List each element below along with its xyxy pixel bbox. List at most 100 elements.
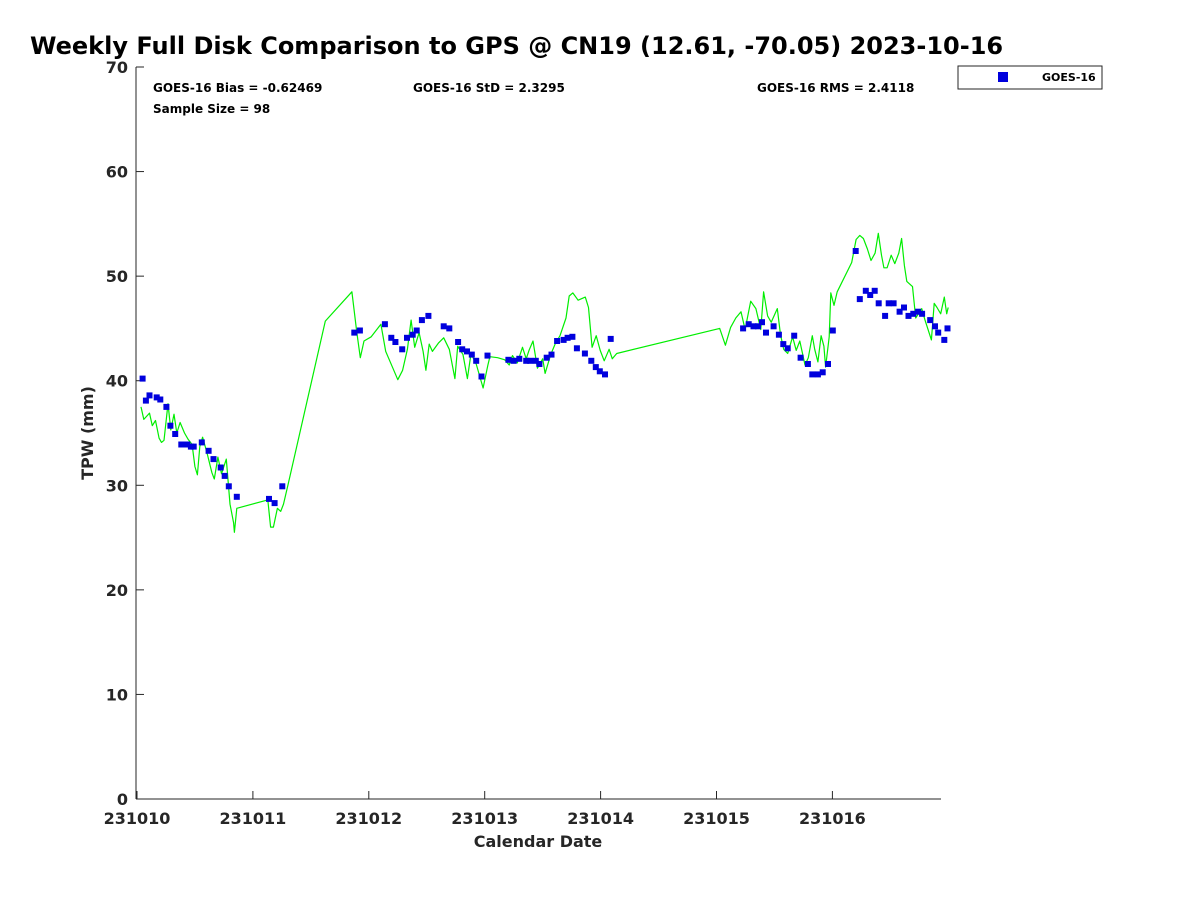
x-tick-label: 231011 xyxy=(220,809,287,828)
y-tick-label: 60 xyxy=(106,163,128,182)
x-axis-label: Calendar Date xyxy=(474,832,603,851)
goes-data-point xyxy=(516,355,523,362)
goes-data-point xyxy=(919,310,926,317)
goes-data-point xyxy=(440,323,447,330)
y-tick-label: 40 xyxy=(106,372,128,391)
goes-data-point xyxy=(770,323,777,330)
goes-data-point xyxy=(163,403,170,410)
x-axis-ticks: 231010 231011 231012 231013 231014 231015 2310… xyxy=(104,791,866,828)
y-axis-label: TPW (mm) xyxy=(78,386,97,480)
goes-data-point xyxy=(381,321,388,328)
y-tick-label: 50 xyxy=(106,267,128,286)
goes-data-point xyxy=(468,351,475,358)
goes-data-point xyxy=(932,323,938,330)
goes-marker-layer xyxy=(139,248,951,507)
goes-data-point xyxy=(596,368,603,375)
goes-data-point xyxy=(867,292,874,298)
goes-data-point xyxy=(915,308,922,315)
y-tick-label: 30 xyxy=(106,476,128,495)
y-tick-label: 20 xyxy=(106,581,128,600)
goes-data-point xyxy=(825,361,831,367)
goes-data-point xyxy=(896,308,903,315)
goes-data-point xyxy=(523,357,530,364)
goes-data-point xyxy=(780,341,787,348)
legend: GOES-16 xyxy=(957,65,1103,90)
goes-data-point xyxy=(221,472,228,479)
x-tick-label: 231013 xyxy=(451,809,518,828)
goes-data-point xyxy=(745,321,752,328)
legend-label: GOES-16 xyxy=(1042,71,1096,84)
plot-frame xyxy=(135,67,941,800)
goes-data-point xyxy=(750,323,757,330)
goes-data-point xyxy=(409,331,416,338)
x-tick-label: 231015 xyxy=(683,809,750,828)
goes-data-point xyxy=(190,443,197,450)
goes-data-point xyxy=(856,296,863,303)
goes-data-point xyxy=(356,327,363,334)
x-tick-label: 231016 xyxy=(799,809,866,828)
goes-data-point xyxy=(797,354,804,361)
goes-data-point xyxy=(763,329,769,336)
chart-title: Weekly Full Disk Comparison to GPS @ CN1… xyxy=(30,32,1003,60)
goes-data-point xyxy=(271,500,278,507)
goes-data-point xyxy=(890,300,897,307)
goes-data-point xyxy=(548,351,555,358)
goes-data-point xyxy=(588,357,595,364)
goes-data-point xyxy=(217,464,224,471)
goes-data-point xyxy=(392,339,399,345)
goes-data-point xyxy=(791,332,798,339)
y-tick-label: 0 xyxy=(117,790,128,809)
x-tick-label: 231012 xyxy=(335,809,402,828)
goes-data-point xyxy=(446,325,453,332)
rms-stat: GOES-16 RMS = 2.4118 xyxy=(757,81,914,95)
goes-data-point xyxy=(607,335,614,342)
goes-data-point xyxy=(198,439,205,446)
goes-data-point xyxy=(404,334,410,341)
sample-size-stat: Sample Size = 98 xyxy=(153,102,270,116)
std-stat: GOES-16 StD = 2.3295 xyxy=(413,81,565,95)
goes-data-point xyxy=(885,300,892,307)
gps-tpw-line xyxy=(140,232,949,533)
goes-data-point xyxy=(901,304,907,311)
goes-data-point xyxy=(564,334,571,341)
goes-data-point xyxy=(829,327,836,334)
goes-data-point xyxy=(862,287,869,294)
goes-data-point xyxy=(592,364,599,371)
goes-data-point xyxy=(351,329,358,336)
bias-stat: GOES-16 Bias = -0.62469 xyxy=(153,81,322,95)
goes-data-point xyxy=(882,312,889,319)
goes-data-point xyxy=(554,338,561,344)
goes-data-point xyxy=(581,350,588,357)
goes-data-point xyxy=(819,369,826,376)
goes-data-point xyxy=(905,312,912,319)
goes-data-point xyxy=(399,346,406,353)
goes-data-point xyxy=(473,357,480,364)
goes-data-point xyxy=(478,373,485,380)
goes-data-point xyxy=(413,327,420,334)
goes-data-point xyxy=(755,323,761,330)
goes-data-point xyxy=(225,483,232,490)
goes-data-point xyxy=(740,325,747,332)
goes-data-point xyxy=(459,346,466,353)
goes-data-point xyxy=(941,336,948,343)
y-axis-ticks: 0 10 20 30 40 50 60 70 xyxy=(106,58,144,809)
x-tick-label: 231014 xyxy=(567,809,634,828)
goes-data-point xyxy=(543,354,550,361)
goes-data-point xyxy=(505,356,512,363)
x-tick-label: 231010 xyxy=(104,809,171,828)
goes-data-point xyxy=(172,431,179,437)
goes-data-point xyxy=(167,422,174,429)
gps-line-layer xyxy=(140,232,949,533)
goes-data-point xyxy=(484,352,491,359)
goes-data-point xyxy=(875,300,882,307)
goes-data-point xyxy=(532,357,539,364)
goes-data-point xyxy=(804,361,811,367)
goes-data-point xyxy=(573,345,580,352)
goes-data-point xyxy=(455,339,462,345)
goes-data-point xyxy=(910,310,917,317)
y-tick-label: 10 xyxy=(106,685,128,704)
goes-data-point xyxy=(852,248,859,254)
goes-data-point xyxy=(233,493,240,500)
goes-data-point xyxy=(464,348,470,355)
